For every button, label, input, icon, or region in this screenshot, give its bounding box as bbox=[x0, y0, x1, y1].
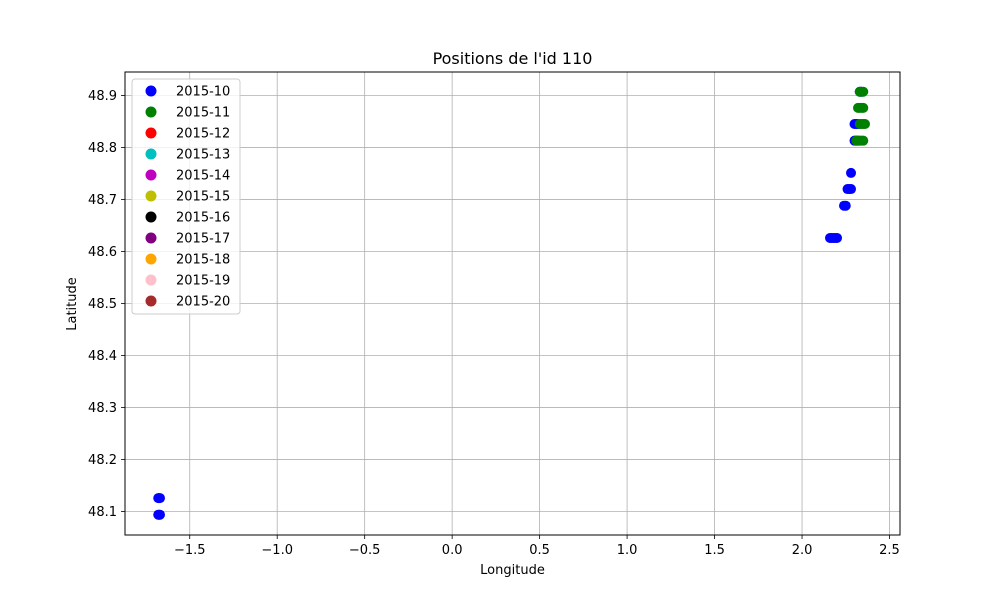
x-tick-label: 0.0 bbox=[442, 543, 463, 558]
legend-marker bbox=[145, 274, 157, 286]
x-tick-label: −1.0 bbox=[261, 543, 293, 558]
data-point bbox=[846, 167, 857, 178]
data-point bbox=[858, 135, 869, 146]
legend-entry: 2015-15 bbox=[145, 190, 230, 205]
data-point bbox=[832, 232, 843, 243]
legend-entry: 2015-19 bbox=[145, 274, 230, 289]
legend-entry: 2015-13 bbox=[145, 148, 230, 163]
legend-entry: 2015-20 bbox=[145, 295, 230, 310]
y-tick-label: 48.4 bbox=[88, 349, 117, 364]
legend-marker bbox=[145, 127, 157, 139]
x-tick-label: 1.0 bbox=[617, 543, 638, 558]
legend-marker bbox=[145, 85, 157, 97]
x-axis-ticks: −1.5 −1.0 −0.5 0.0 0.5 1.0 1.5 2.0 2.5 bbox=[174, 535, 900, 558]
grid-lines bbox=[125, 72, 900, 535]
data-point bbox=[154, 493, 165, 504]
legend: 2015-10 2015-11 2015-12 2015-13 2015-14 2015-… bbox=[131, 78, 241, 315]
legend-label: 2015-15 bbox=[176, 190, 230, 205]
y-axis-label: Latitude bbox=[65, 277, 80, 331]
x-tick-label: 2.5 bbox=[879, 543, 900, 558]
y-tick-label: 48.3 bbox=[88, 401, 117, 416]
y-tick-label: 48.7 bbox=[88, 193, 117, 208]
legend-entry: 2015-11 bbox=[145, 106, 230, 121]
legend-label: 2015-11 bbox=[176, 106, 230, 121]
legend-marker bbox=[145, 253, 157, 265]
legend-label: 2015-16 bbox=[176, 211, 230, 226]
legend-marker bbox=[145, 211, 157, 223]
y-tick-label: 48.1 bbox=[88, 505, 117, 520]
y-tick-label: 48.5 bbox=[88, 297, 117, 312]
legend-marker bbox=[145, 232, 157, 244]
x-tick-label: 2.0 bbox=[792, 543, 813, 558]
data-point bbox=[846, 184, 857, 195]
legend-marker bbox=[145, 295, 157, 307]
legend-label: 2015-14 bbox=[176, 169, 230, 184]
legend-entry: 2015-12 bbox=[145, 127, 230, 142]
legend-label: 2015-20 bbox=[176, 295, 230, 310]
y-tick-label: 48.9 bbox=[88, 89, 117, 104]
legend-label: 2015-17 bbox=[176, 232, 230, 247]
x-tick-label: 0.5 bbox=[529, 543, 550, 558]
legend-entry: 2015-17 bbox=[145, 232, 230, 247]
series-2015-11 bbox=[851, 86, 871, 146]
legend-entry: 2015-14 bbox=[145, 169, 230, 184]
data-point bbox=[840, 200, 851, 211]
data-point bbox=[860, 119, 871, 130]
legend-marker bbox=[145, 148, 157, 160]
legend-marker bbox=[145, 106, 157, 118]
y-axis-ticks: 48.1 48.2 48.3 48.4 48.5 48.6 48.7 48.8 48.9 bbox=[88, 89, 125, 520]
legend-entry: 2015-18 bbox=[145, 253, 230, 268]
data-point bbox=[858, 102, 869, 113]
y-tick-label: 48.8 bbox=[88, 141, 117, 156]
legend-frame bbox=[131, 78, 241, 315]
x-tick-label: −1.5 bbox=[174, 543, 206, 558]
data-point bbox=[154, 509, 165, 520]
data-points bbox=[153, 86, 871, 520]
legend-label: 2015-19 bbox=[176, 274, 230, 289]
legend-marker bbox=[145, 190, 157, 202]
data-point bbox=[858, 86, 869, 97]
chart-title: Positions de l'id 110 bbox=[433, 49, 593, 68]
legend-marker bbox=[145, 169, 157, 181]
y-tick-label: 48.2 bbox=[88, 453, 117, 468]
legend-label: 2015-13 bbox=[176, 148, 230, 163]
legend-label: 2015-10 bbox=[176, 85, 230, 100]
y-tick-label: 48.6 bbox=[88, 245, 117, 260]
legend-entry: 2015-16 bbox=[145, 211, 230, 226]
x-tick-label: −0.5 bbox=[349, 543, 381, 558]
x-tick-label: 1.5 bbox=[704, 543, 725, 558]
x-axis-label: Longitude bbox=[480, 563, 545, 578]
legend-label: 2015-18 bbox=[176, 253, 230, 268]
legend-entry: 2015-10 bbox=[145, 85, 230, 100]
legend-label: 2015-12 bbox=[176, 127, 230, 142]
